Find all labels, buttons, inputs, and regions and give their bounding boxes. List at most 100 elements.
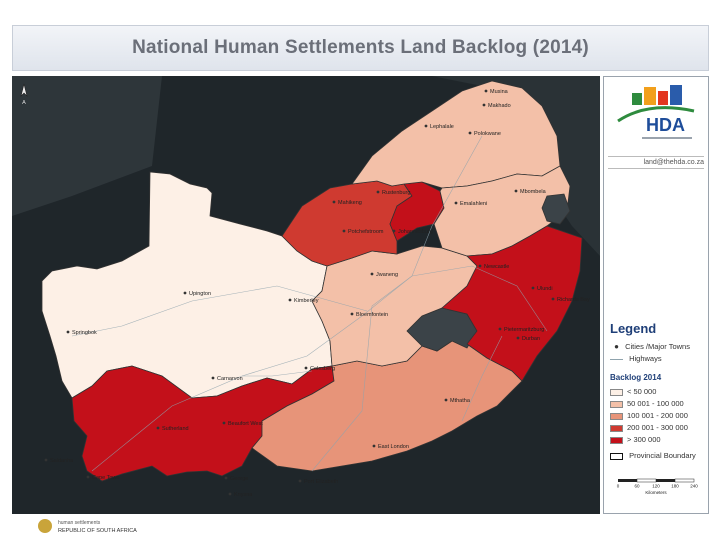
city-marker[interactable]: Mthatha [444, 398, 471, 404]
scale-bar: 0 60 120 180 240 Kilometers [614, 475, 700, 497]
city-marker[interactable]: George [224, 476, 249, 482]
city-dot-icon [551, 297, 555, 301]
city-marker[interactable]: Knysna [228, 492, 254, 498]
city-label: Carnarvon [217, 376, 243, 382]
terrain-shade [12, 76, 600, 256]
city-marker[interactable]: Rustenburg [376, 190, 411, 196]
footer-logo: human settlements REPUBLIC OF SOUTH AFRI… [36, 517, 176, 535]
legend-class-label: 100 001 - 200 000 [627, 411, 688, 420]
city-label: Kimberley [294, 298, 319, 304]
city-label: Potchefstroom [348, 229, 384, 235]
city-marker[interactable]: Johannesburg [392, 229, 433, 235]
svg-text:Kilometers: Kilometers [645, 490, 667, 495]
city-label: Saldanha [50, 458, 74, 464]
page-title: National Human Settlements Land Backlog … [132, 37, 589, 58]
contact-email[interactable]: land@thehda.co.za [608, 156, 704, 169]
city-marker[interactable]: Carnarvon [211, 376, 243, 382]
city-dot-icon [224, 476, 228, 480]
scale-tick-label: 240 [690, 484, 698, 489]
city-marker[interactable]: Richards Bay [551, 297, 590, 303]
city-dot-icon [514, 189, 518, 193]
hda-logo: HDA [608, 81, 704, 151]
city-label: Sutherland [162, 426, 189, 432]
city-marker[interactable]: Kimberley [288, 298, 319, 304]
city-label: Polokwane [474, 131, 501, 137]
city-marker[interactable]: Cape Town [86, 475, 120, 481]
city-label: Pietermaritzburg [504, 327, 544, 333]
city-marker[interactable]: Colesberg [304, 366, 335, 372]
legend-swatch [610, 412, 623, 420]
city-marker[interactable]: Sutherland [156, 426, 189, 432]
city-label: Knysna [234, 492, 253, 498]
city-label: Lephalale [430, 124, 454, 130]
city-dot-icon [350, 312, 354, 316]
province-kwazulu-natal[interactable] [441, 225, 583, 382]
map-frame[interactable]: A Musina Makhado Lephalale Polokwane Mbombel… [12, 76, 600, 514]
house-icon [632, 93, 642, 105]
city-dot-icon [342, 229, 346, 233]
city-label: Jwaneng [376, 272, 398, 278]
province-gauteng[interactable] [389, 181, 445, 242]
legend-panel: HDA land@thehda.co.za Legend ● Cities /M… [603, 76, 709, 514]
city-label: Upington [189, 291, 211, 297]
city-label: Mthatha [450, 398, 471, 404]
city-marker[interactable]: Jwaneng [370, 272, 398, 278]
swaziland [541, 193, 571, 225]
city-marker[interactable]: Beaufort West [222, 421, 264, 427]
city-dot-icon [372, 444, 376, 448]
legend-cities: ● Cities /Major Towns [610, 342, 690, 351]
city-dot-icon [484, 89, 488, 93]
city-label: George [230, 476, 248, 482]
city-marker[interactable]: Emalahleni [454, 201, 488, 207]
city-dot-icon [156, 426, 160, 430]
city-marker[interactable]: Lephalale [424, 124, 454, 130]
city-dot-icon [183, 291, 187, 295]
city-label: Durban [522, 336, 540, 342]
city-marker[interactable]: Bloemfontein [350, 312, 389, 318]
city-marker[interactable]: Saldanha [44, 458, 75, 464]
city-marker[interactable]: Mbombela [514, 189, 547, 195]
city-marker[interactable]: Polokwane [468, 131, 501, 137]
legend-class-row: 200 001 - 300 000 [610, 423, 688, 432]
title-banner: National Human Settlements Land Backlog … [12, 25, 709, 71]
city-label: Musina [490, 89, 509, 95]
scale-tick-label: 120 [652, 484, 660, 489]
city-marker[interactable]: Port Elizabeth [298, 479, 339, 485]
city-marker[interactable]: East London [372, 444, 409, 450]
city-dot-icon [304, 366, 308, 370]
city-label: East London [378, 444, 409, 450]
city-label: Ulundi [537, 286, 553, 292]
city-marker[interactable]: Springbok [66, 330, 97, 336]
city-dot-icon [332, 200, 336, 204]
city-marker[interactable]: Upington [183, 291, 211, 297]
city-marker[interactable]: Potchefstroom [342, 229, 384, 235]
highway-line-icon [610, 358, 623, 360]
city-label: Rustenburg [382, 190, 410, 196]
city-marker[interactable]: Ulundi [531, 286, 553, 292]
city-label: Beaufort West [228, 421, 263, 427]
map-canvas[interactable]: A Musina Makhado Lephalale Polokwane Mbombel… [12, 76, 600, 514]
scale-tick-label: 0 [617, 484, 620, 489]
city-label: Port Elizabeth [304, 479, 338, 485]
city-marker[interactable]: Pietermaritzburg [498, 327, 545, 333]
city-marker[interactable]: Durban [516, 336, 540, 342]
city-label: Cape Town [92, 475, 119, 481]
house-icon [644, 87, 656, 105]
city-marker[interactable]: Makhado [482, 103, 511, 109]
city-dot-icon [468, 131, 472, 135]
legend-class-row: 100 001 - 200 000 [610, 411, 688, 420]
city-dot-icon: ● [614, 342, 619, 351]
svg-text:A: A [22, 100, 26, 106]
legend-title: Legend [610, 321, 657, 336]
legend-boundary: Provincial Boundary [610, 451, 696, 460]
city-label: Mahikeng [338, 200, 362, 206]
city-label: Newcastle [484, 264, 509, 270]
city-marker[interactable]: Mahikeng [332, 200, 362, 206]
city-marker[interactable]: Newcastle [478, 264, 510, 270]
legend-class-label: > 300 000 [627, 435, 661, 444]
city-layer: Musina Makhado Lephalale Polokwane Mbombela E… [44, 89, 590, 498]
city-marker[interactable]: Musina [484, 89, 509, 95]
terrain-shade [12, 76, 162, 216]
city-dot-icon [86, 475, 90, 479]
city-dot-icon [516, 336, 520, 340]
